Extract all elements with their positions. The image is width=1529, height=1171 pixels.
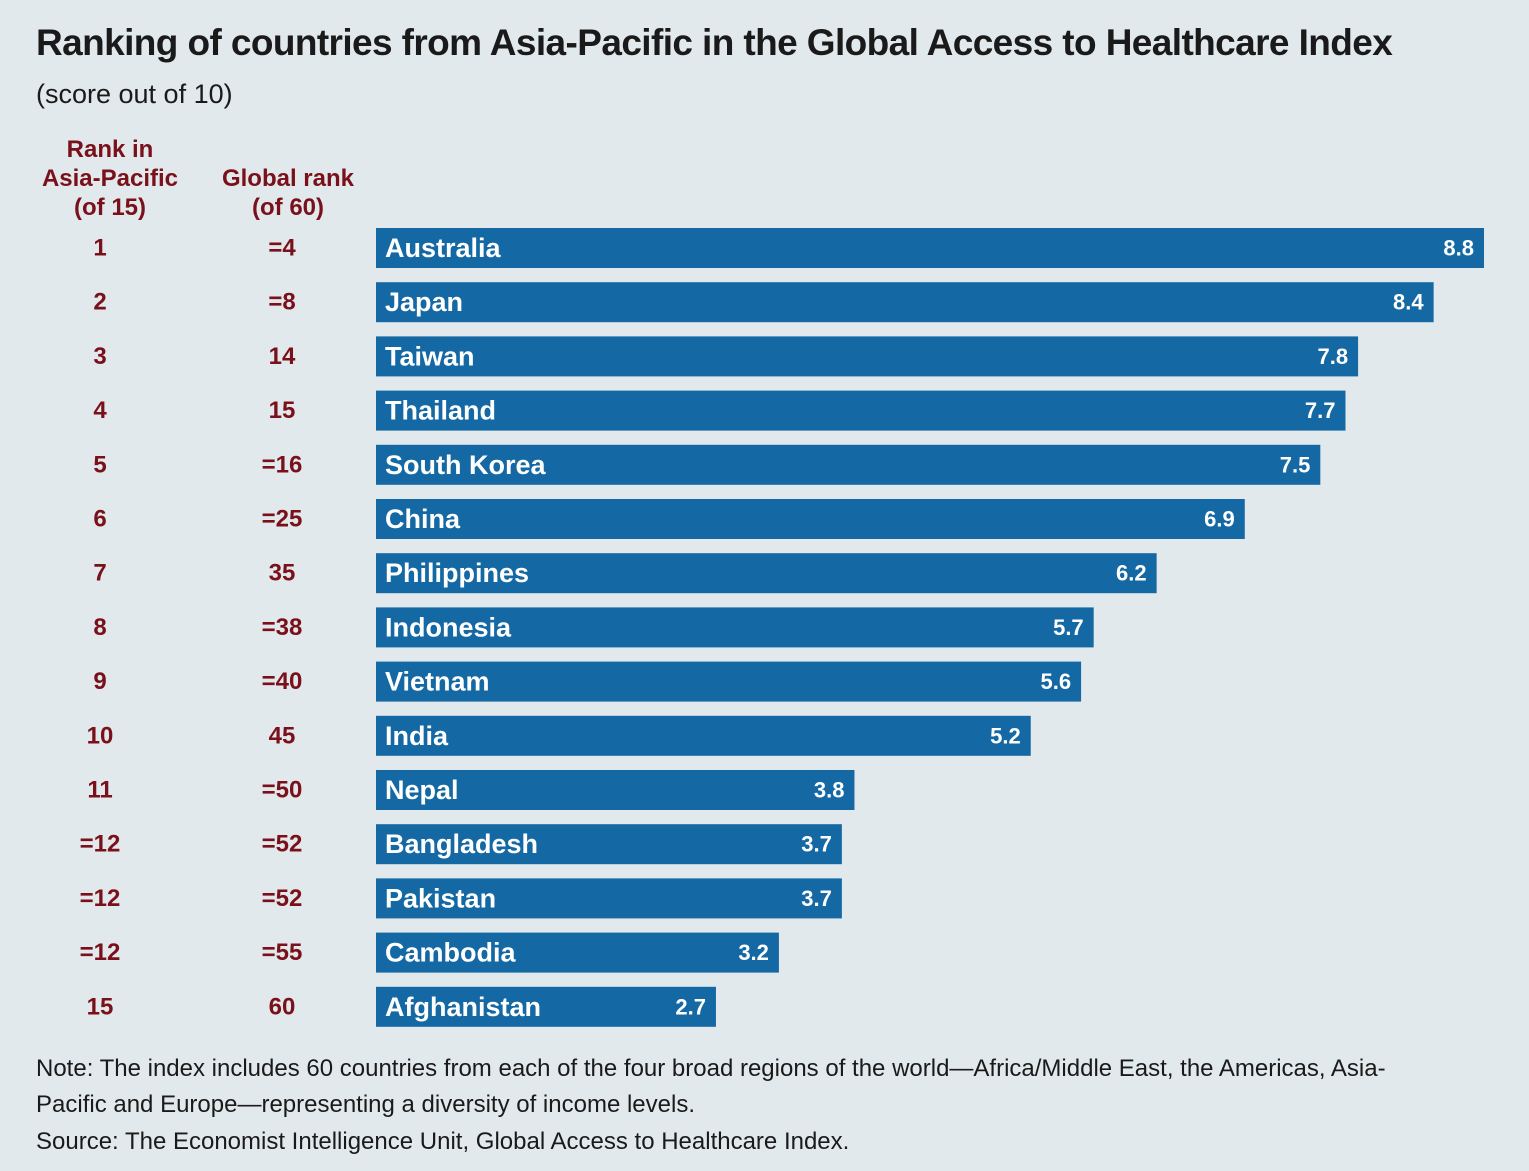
bar-cambodia xyxy=(376,932,779,973)
global-rank-header: Global rank (of 60) xyxy=(221,165,355,221)
bar-category-label: Thailand xyxy=(385,396,496,426)
global-rank-cell: =52 xyxy=(262,831,303,858)
rank-asia-pacific-cell: =12 xyxy=(80,885,121,912)
chart-subtitle: (score out of 10) xyxy=(36,79,233,109)
bar-category-label: Australia xyxy=(385,233,502,263)
bar-japan xyxy=(376,282,1434,323)
chart-source: Source: The Economist Intelligence Unit,… xyxy=(36,1128,850,1155)
bar-category-label: China xyxy=(385,504,461,534)
global-rank-cell: =40 xyxy=(262,668,303,695)
bar-chart: Australia 8.8 1 =4 Japan 8.4 2 =8 Taiwan 7.8 3 14 Th… xyxy=(80,228,1484,1027)
global-rank-cell: =55 xyxy=(262,939,303,966)
global-rank-cell: =50 xyxy=(262,777,303,804)
bar-value-label: 3.7 xyxy=(801,886,832,911)
global-rank-cell: 45 xyxy=(269,722,296,749)
rank-asia-pacific-cell: 7 xyxy=(93,560,106,587)
bar-pakistan xyxy=(376,878,842,919)
bar-category-label: Bangladesh xyxy=(385,829,538,859)
bar-category-label: Afghanistan xyxy=(385,992,541,1022)
bar-nepal xyxy=(376,770,855,810)
bar-category-label: Nepal xyxy=(385,775,459,805)
rank-asia-pacific-cell: 5 xyxy=(93,451,106,478)
bar-value-label: 7.8 xyxy=(1317,344,1348,369)
chart-note: Note: The index includes 60 countries fr… xyxy=(36,1055,1386,1118)
global-rank-cell: 35 xyxy=(269,560,296,587)
rank-asia-pacific-cell: 9 xyxy=(93,668,106,695)
bar-category-label: India xyxy=(385,721,449,751)
rank-asia-pacific-header: Rank in Asia-Pacific (of 15) xyxy=(41,136,179,221)
global-rank-cell: 60 xyxy=(269,993,296,1020)
rank-asia-pacific-cell: 1 xyxy=(93,235,106,262)
bar-value-label: 6.2 xyxy=(1116,561,1147,586)
chart-title: Ranking of countries from Asia-Pacific i… xyxy=(36,22,1393,63)
rank-asia-pacific-cell: 11 xyxy=(87,777,112,804)
rank-asia-pacific-cell: 8 xyxy=(93,614,106,641)
bar-value-label: 8.4 xyxy=(1393,290,1424,315)
bar-value-label: 3.7 xyxy=(801,832,832,857)
bar-value-label: 8.8 xyxy=(1443,236,1474,261)
bar-category-label: Cambodia xyxy=(385,938,517,968)
rank-asia-pacific-cell: 10 xyxy=(87,722,114,749)
bar-indonesia xyxy=(376,607,1094,648)
global-rank-cell: 15 xyxy=(269,397,296,424)
bar-category-label: Vietnam xyxy=(385,667,490,697)
bar-thailand xyxy=(376,390,1346,431)
bar-value-label: 5.2 xyxy=(990,723,1021,748)
bar-value-label: 3.2 xyxy=(738,940,769,965)
rank-asia-pacific-cell: 6 xyxy=(93,506,106,533)
global-rank-cell: =4 xyxy=(268,235,296,262)
bar-value-label: 5.6 xyxy=(1040,669,1071,694)
bar-taiwan xyxy=(376,336,1359,377)
bar-vietnam xyxy=(376,661,1082,702)
global-rank-cell: =8 xyxy=(268,289,295,316)
bar-category-label: Taiwan xyxy=(385,341,475,371)
rank-asia-pacific-cell: 2 xyxy=(93,289,106,316)
global-rank-cell: =16 xyxy=(262,451,303,478)
bar-australia xyxy=(376,228,1484,268)
rank-asia-pacific-cell: 3 xyxy=(93,343,106,370)
rank-asia-pacific-cell: 4 xyxy=(93,397,107,424)
bar-category-label: Japan xyxy=(385,287,463,317)
global-rank-cell: =38 xyxy=(262,614,303,641)
bar-value-label: 2.7 xyxy=(675,994,706,1019)
rank-asia-pacific-cell: =12 xyxy=(80,831,121,858)
rank-asia-pacific-cell: =12 xyxy=(80,939,121,966)
bar-value-label: 5.7 xyxy=(1053,615,1084,640)
bar-category-label: Philippines xyxy=(385,558,529,588)
bar-value-label: 3.8 xyxy=(814,778,845,803)
global-rank-cell: 14 xyxy=(269,343,296,370)
rank-asia-pacific-cell: 15 xyxy=(87,993,114,1020)
bar-china xyxy=(376,499,1245,539)
bar-india xyxy=(376,715,1031,756)
global-rank-cell: =52 xyxy=(262,885,303,912)
bar-value-label: 7.5 xyxy=(1280,452,1311,477)
bar-category-label: Indonesia xyxy=(385,612,512,642)
bar-value-label: 6.9 xyxy=(1204,507,1235,532)
bar-south-korea xyxy=(376,444,1321,485)
bar-philippines xyxy=(376,553,1157,594)
bar-category-label: Pakistan xyxy=(385,883,496,913)
global-rank-cell: =25 xyxy=(262,506,303,533)
bar-bangladesh xyxy=(376,824,842,865)
bar-afghanistan xyxy=(376,986,716,1027)
bar-value-label: 7.7 xyxy=(1305,398,1336,423)
bar-category-label: South Korea xyxy=(385,450,546,480)
